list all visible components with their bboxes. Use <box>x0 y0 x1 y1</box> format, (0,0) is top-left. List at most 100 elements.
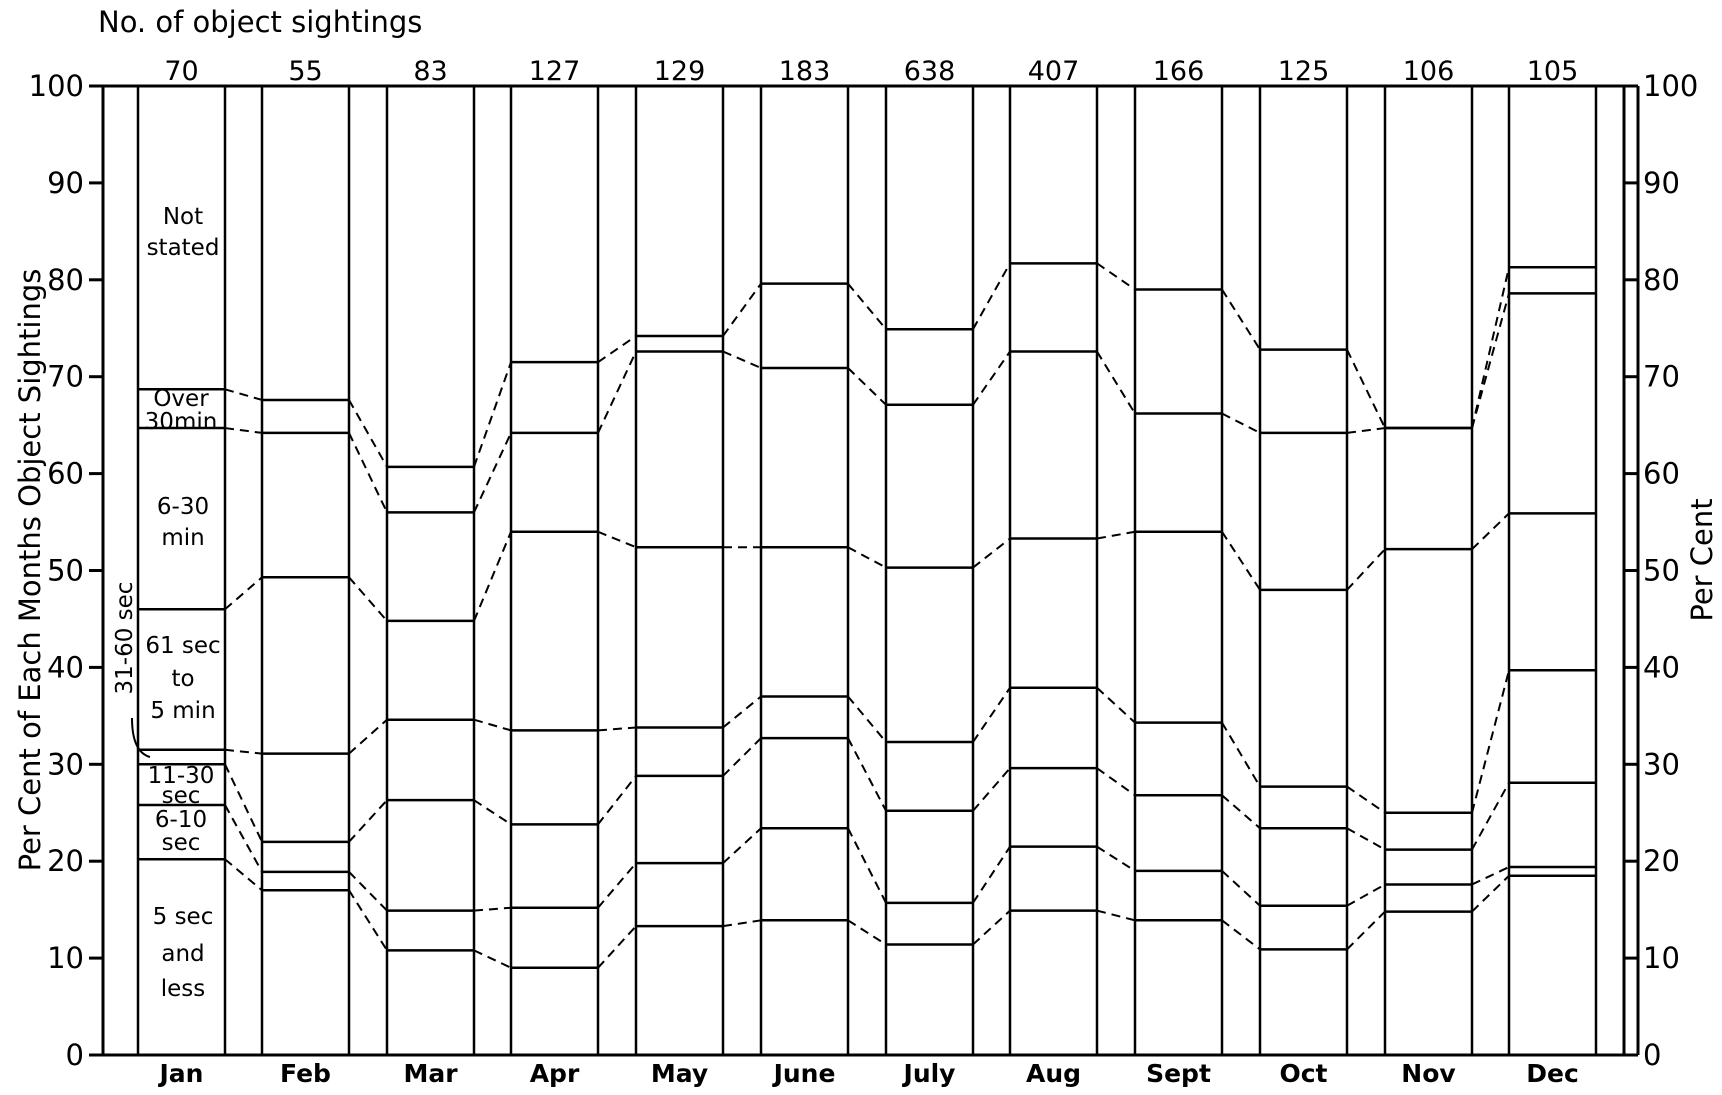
bar-sept <box>1133 84 1224 1057</box>
connector-5-may <box>722 350 762 369</box>
y-tick-label-right-90: 90 <box>1643 166 1680 200</box>
y-tick-label-right-100: 100 <box>1643 69 1698 103</box>
y-tick-label-left-70: 70 <box>47 360 84 394</box>
connector-0-aug <box>1096 909 1136 922</box>
connector-5-aug <box>1096 350 1136 415</box>
sighting-count-dec: 105 <box>1527 56 1579 87</box>
connector-0-july <box>972 909 1011 946</box>
y-tick-label-right-80: 80 <box>1643 263 1680 297</box>
connector-1-nov <box>1471 866 1510 886</box>
sighting-count-july: 638 <box>904 56 956 87</box>
y-tick-label-right-20: 20 <box>1643 844 1680 878</box>
connector-5-jan <box>224 427 263 434</box>
connector-6-mar <box>473 361 512 468</box>
connector-4-apr <box>597 530 637 549</box>
month-label-sept: Sept <box>1146 1059 1211 1088</box>
sighting-count-june: 183 <box>779 56 831 87</box>
connector-2-feb <box>348 799 388 843</box>
band-label-31-60: 31-60 sec <box>112 582 138 695</box>
band-label-11-30-2: sec <box>162 783 201 809</box>
month-label-june: June <box>772 1059 836 1088</box>
band-label-61sec-3: 5 min <box>150 698 215 724</box>
connector-6-feb <box>348 399 388 468</box>
connector-2-aug <box>1096 767 1136 797</box>
bar-july <box>884 84 975 1057</box>
month-label-dec: Dec <box>1526 1059 1579 1088</box>
y-tick-label-left-100: 100 <box>29 69 84 103</box>
connector-1-july <box>972 846 1011 904</box>
connector-6-july <box>972 262 1011 330</box>
y-ticks-layer: 0 0 10 10 20 20 30 30 40 40 50 50 60 60 70 70 80 80 90 90 10… <box>29 69 1699 1072</box>
connector-1-oct <box>1346 883 1386 907</box>
connector-5-mar <box>473 432 512 513</box>
y-tick-label-right-70: 70 <box>1643 360 1680 394</box>
month-label-mar: Mar <box>403 1059 458 1088</box>
connector-1-may <box>722 827 762 864</box>
connector-4-sept <box>1221 531 1261 591</box>
sighting-count-sept: 166 <box>1153 56 1205 87</box>
connector-6-june <box>847 283 887 330</box>
connector-5-apr <box>597 351 637 434</box>
y-tick-label-left-30: 30 <box>47 747 84 781</box>
month-label-oct: Oct <box>1279 1059 1327 1088</box>
connector-4-july <box>972 537 1011 569</box>
band-label-6-10-1: 6-10 <box>155 807 207 833</box>
connector-4-nov <box>1471 512 1510 550</box>
connector-2-oct <box>1346 827 1386 851</box>
connector-4-aug <box>1096 530 1136 540</box>
y-axis-label-left: Per Cent of Each Months Object Sightings <box>13 269 47 872</box>
sighting-count-aug: 407 <box>1028 56 1080 87</box>
chart-title: No. of object sightings <box>98 5 422 39</box>
connectors-layer <box>224 262 1510 969</box>
y-tick-label-right-50: 50 <box>1643 554 1680 588</box>
connector-3-mar <box>473 718 512 732</box>
band-label-11-30-1: 11-30 <box>148 763 215 789</box>
connector-2-may <box>722 737 762 777</box>
band-label-61sec-2: to <box>171 666 194 692</box>
connector-1-june <box>847 827 887 904</box>
sighting-count-jan: 70 <box>164 56 198 87</box>
connector-5-july <box>972 350 1011 406</box>
connector-1-apr <box>597 862 637 909</box>
band-label-5sec-2: and <box>161 941 204 967</box>
connector-2-mar <box>473 799 512 826</box>
connector-2-jan <box>224 763 263 843</box>
y-axis-label-right: Per Cent <box>1685 498 1719 621</box>
bands-layer <box>136 84 1598 1057</box>
band-label-31-60-pointer <box>131 717 151 758</box>
connector-2-june <box>847 737 887 812</box>
y-tick-label-left-80: 80 <box>47 263 84 297</box>
month-label-may: May <box>651 1059 708 1088</box>
connector-1-sept <box>1221 870 1261 907</box>
plot-frame <box>101 84 1626 1057</box>
y-tick-label-left-20: 20 <box>47 844 84 878</box>
y-tick-label-right-0: 0 <box>1643 1038 1661 1072</box>
sighting-count-feb: 55 <box>288 56 322 87</box>
bar-may <box>634 84 725 1057</box>
bar-dec <box>1507 84 1598 1057</box>
band-label-over-30-2: 30min <box>145 409 218 435</box>
connector-6-oct <box>1346 349 1386 429</box>
connector-2-sept <box>1221 794 1261 830</box>
connector-6-aug <box>1096 262 1136 291</box>
jan-band-labels: Not stated Over 30min 6-30 min 61 sec to… <box>112 204 221 1002</box>
connector-4-jan <box>224 576 263 611</box>
connector-3-sept <box>1221 722 1261 788</box>
y-tick-label-right-30: 30 <box>1643 747 1680 781</box>
connector-2-nov <box>1471 782 1510 851</box>
band-label-6-30-2: min <box>161 525 204 551</box>
connector-0-june <box>847 919 887 946</box>
connector-5-june <box>847 367 887 406</box>
connector-6-apr <box>597 335 637 363</box>
y-tick-label-right-60: 60 <box>1643 457 1680 491</box>
bar-oct <box>1258 84 1349 1057</box>
connector-6-jan <box>224 388 263 401</box>
connector-4-june <box>847 546 887 569</box>
bar-feb <box>260 84 351 1057</box>
connector-0-nov <box>1471 875 1510 913</box>
month-label-jan: Jan <box>158 1059 204 1088</box>
connector-0-jan <box>224 858 263 892</box>
band-label-61sec-1: 61 sec <box>145 633 220 659</box>
sighting-count-nov: 106 <box>1403 56 1455 87</box>
